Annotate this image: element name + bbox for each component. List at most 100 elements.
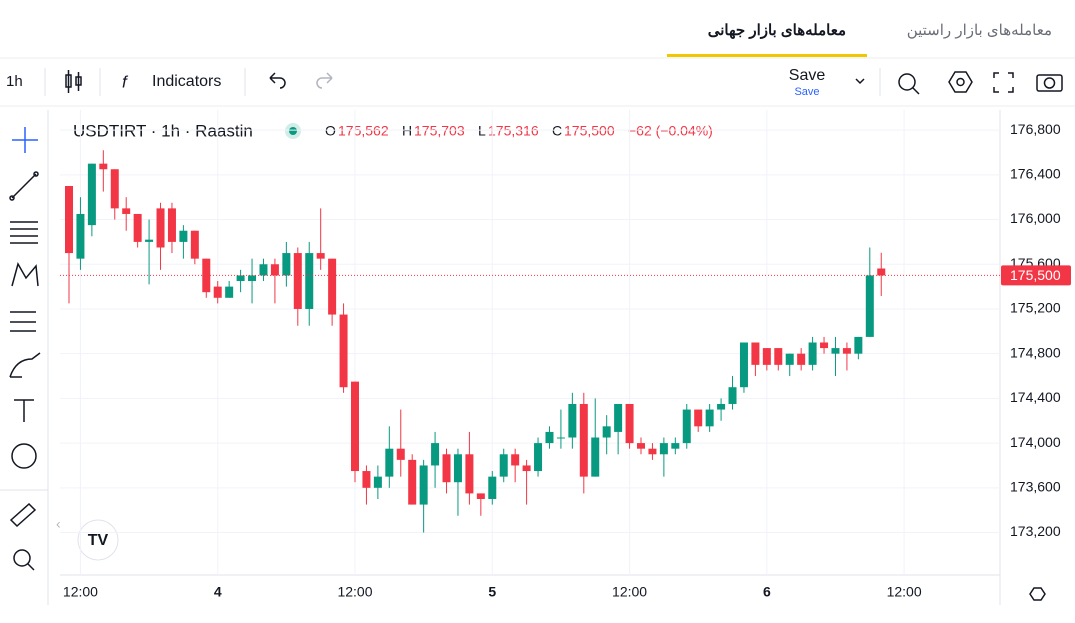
candle-body	[831, 348, 840, 354]
candle-body	[614, 403, 623, 432]
candle-body	[625, 403, 634, 444]
ohlc: O 175,562 H 175,703 L 175,316 C 175,500 …	[325, 123, 713, 139]
logo[interactable]	[77, 519, 119, 561]
candle-body	[637, 443, 645, 449]
interval[interactable]: 1h	[6, 73, 23, 90]
y-tick-label: 174,800	[1010, 344, 1061, 360]
y-tick-label: 173,600	[1010, 479, 1061, 495]
candle-body	[705, 409, 714, 427]
candle-body	[522, 465, 531, 472]
candle-body	[339, 314, 348, 388]
candle-body	[797, 353, 806, 365]
o-label: O	[325, 123, 336, 139]
x-tick-label: 12:00	[63, 584, 98, 600]
o: 175,562	[338, 123, 389, 139]
candle-body	[476, 493, 485, 499]
candle-icon[interactable]	[65, 70, 82, 93]
candle-body	[270, 264, 279, 276]
drawing-tools[interactable]	[9, 127, 41, 571]
y-tick-label: 174,000	[1010, 434, 1061, 450]
candle-body	[362, 471, 371, 488]
collapse[interactable]: ‹	[56, 516, 61, 532]
candle-body	[316, 253, 325, 259]
alert-icon[interactable]	[898, 73, 920, 95]
candle-body	[442, 454, 451, 483]
candle-body	[385, 448, 394, 477]
candle-body	[408, 459, 417, 505]
axis-settings[interactable]	[1029, 587, 1046, 601]
undo[interactable]	[269, 72, 286, 89]
c-label: C	[552, 123, 562, 139]
candle-body	[431, 443, 440, 466]
candle-body	[213, 286, 222, 298]
candle-body	[351, 381, 359, 472]
tab-active[interactable]: معامله‌های بازار جهانی	[708, 22, 846, 39]
last-price-label: 175,500	[1010, 267, 1061, 283]
candle-body	[110, 169, 119, 209]
candle-body	[808, 342, 817, 365]
dropdown[interactable]	[855, 78, 865, 85]
candle-body	[728, 387, 737, 404]
candle-body	[65, 186, 73, 254]
candle-body	[854, 336, 863, 354]
candle-body	[396, 448, 405, 460]
y-tick-label: 176,000	[1010, 210, 1061, 226]
candle-body	[259, 264, 268, 276]
fullscreen[interactable]	[993, 72, 1014, 93]
camera[interactable]	[1036, 74, 1063, 92]
l-label: L	[478, 123, 486, 139]
candle-body	[602, 426, 611, 438]
candle-body	[717, 403, 726, 410]
x-tick-label: 6	[763, 584, 771, 600]
x-tick-label: 12:00	[887, 584, 922, 600]
y-tick-label: 176,400	[1010, 166, 1061, 182]
candle-body	[488, 476, 497, 499]
candle-body	[373, 476, 382, 488]
c: 175,500	[564, 123, 615, 139]
x-tick-label: 4	[214, 584, 222, 600]
candle-body	[568, 403, 577, 438]
fx-icon[interactable]: f	[122, 72, 129, 91]
candle-body	[591, 437, 600, 477]
x-tick-label: 5	[488, 584, 496, 600]
candle-body	[659, 443, 668, 455]
logo-mark: TV	[88, 532, 109, 549]
indicators[interactable]: Indicators	[152, 73, 221, 90]
candle-body	[579, 403, 588, 477]
save[interactable]: Save	[789, 67, 826, 84]
candle-body	[145, 239, 154, 242]
last-price-box	[1001, 265, 1071, 286]
candle-body	[774, 348, 783, 365]
candle-body	[511, 454, 520, 466]
candle-body	[190, 230, 199, 259]
candle-body	[236, 275, 245, 282]
candle-body	[682, 409, 691, 444]
candle-body	[293, 253, 302, 309]
candle-body	[453, 454, 462, 483]
candle-body	[694, 409, 703, 427]
h: 175,703	[414, 123, 465, 139]
candle-body	[499, 454, 508, 477]
status-dot	[289, 127, 297, 135]
candle-body	[76, 213, 85, 259]
candle-body	[739, 342, 748, 388]
candle-body	[842, 348, 851, 354]
tab[interactable]: معامله‌های بازار راستین	[907, 22, 1052, 39]
candle-body	[122, 208, 131, 214]
candle-body	[671, 443, 680, 449]
candle-body	[556, 437, 565, 439]
l: 175,316	[488, 123, 539, 139]
settings-icon[interactable]	[948, 71, 973, 93]
candle-body	[534, 443, 543, 472]
h-label: H	[402, 123, 412, 139]
y-tick-label: 176,800	[1010, 121, 1061, 137]
y-tick-label: 173,200	[1010, 523, 1061, 539]
candle-body	[545, 431, 554, 444]
candle-body	[877, 268, 886, 276]
candle-body	[785, 353, 794, 365]
candle-body	[648, 448, 657, 455]
candle-body	[133, 213, 142, 242]
tab-underline	[667, 54, 867, 57]
candle-body	[751, 342, 760, 365]
redo[interactable]	[316, 72, 333, 89]
